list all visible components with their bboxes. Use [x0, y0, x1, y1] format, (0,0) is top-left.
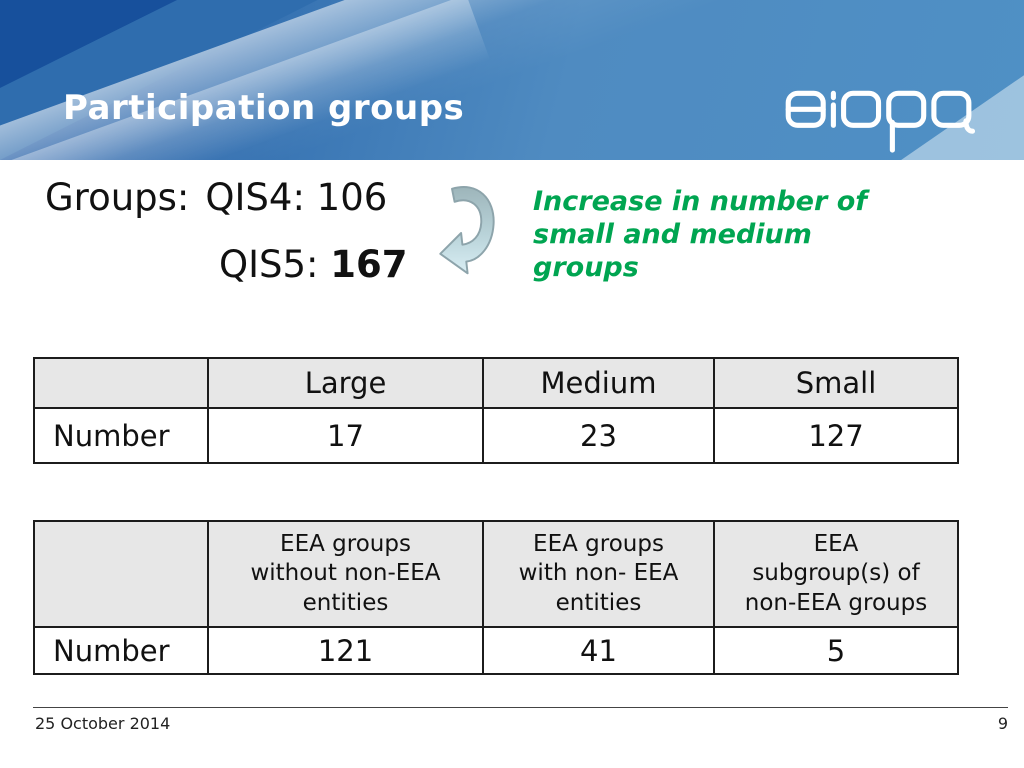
qis5-value: 167 — [330, 243, 408, 286]
table-row: Number 17 23 127 — [33, 407, 959, 464]
size-table-value-medium: 23 — [482, 407, 715, 464]
eiopa-logo-icon — [785, 86, 976, 157]
table-header-row: Large Medium Small — [33, 357, 959, 409]
page-number: 9 — [997, 714, 1008, 733]
table-row: Number 121 41 5 — [33, 626, 959, 675]
size-table-corner-cell — [33, 357, 209, 409]
eea-table-header-without: EEA groups without non-EEA entities — [207, 520, 484, 628]
groups-label: Groups: — [45, 176, 190, 219]
size-table-row-label: Number — [33, 407, 209, 464]
size-table-header-medium: Medium — [482, 357, 715, 409]
slide-title: Participation groups — [63, 88, 465, 128]
size-table-header-large: Large — [207, 357, 484, 409]
size-table-value-large: 17 — [207, 407, 484, 464]
qis4-value: QIS4: 106 — [205, 176, 388, 219]
table-header-row: EEA groups without non-EEA entities EEA … — [33, 520, 959, 628]
eea-table-value-without: 121 — [207, 626, 484, 675]
size-table-header-small: Small — [713, 357, 959, 409]
eea-groups-table: EEA groups without non-EEA entities EEA … — [33, 520, 959, 675]
eea-table-row-label: Number — [33, 626, 209, 675]
header-band: Participation groups — [0, 0, 1024, 160]
eea-table-header-with: EEA groups with non- EEA entities — [482, 520, 715, 628]
size-table-value-small: 127 — [713, 407, 959, 464]
groups-qis4-line: Groups: QIS4: 106 — [45, 176, 387, 219]
groups-qis5-line: QIS5: 167 — [219, 243, 408, 286]
group-size-table: Large Medium Small Number 17 23 127 — [33, 357, 959, 464]
eea-table-value-subgroup: 5 — [713, 626, 959, 675]
curved-down-left-arrow-icon — [432, 181, 498, 289]
qis5-label: QIS5: — [219, 243, 319, 286]
eea-table-value-with: 41 — [482, 626, 715, 675]
footer-date: 25 October 2014 — [35, 714, 171, 733]
callout-text: Increase in number of small and medium g… — [533, 186, 868, 283]
eea-table-header-subgroup: EEA subgroup(s) of non-EEA groups — [713, 520, 959, 628]
footer-divider — [33, 707, 1008, 708]
eea-table-corner-cell — [33, 520, 209, 628]
